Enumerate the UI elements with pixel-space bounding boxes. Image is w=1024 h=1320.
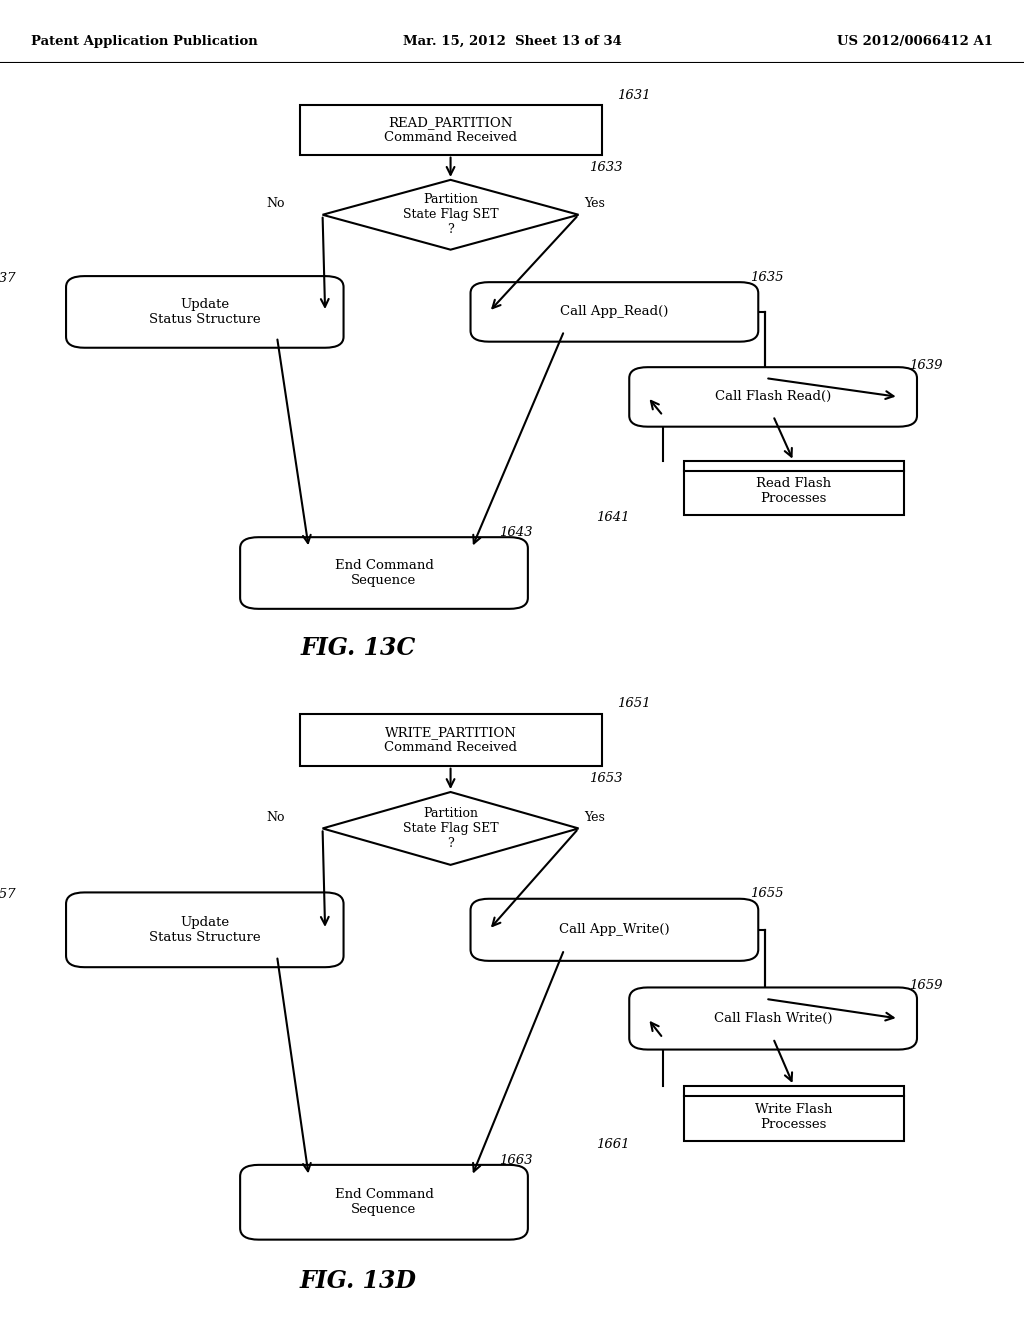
Text: Call App_Write(): Call App_Write() [559, 923, 670, 936]
Polygon shape [323, 792, 579, 865]
FancyBboxPatch shape [684, 461, 903, 515]
Text: Patent Application Publication: Patent Application Publication [31, 34, 257, 48]
Text: Partition
State Flag SET
?: Partition State Flag SET ? [402, 807, 499, 850]
FancyBboxPatch shape [67, 276, 343, 347]
Text: End Command
Sequence: End Command Sequence [335, 1188, 433, 1216]
Text: 1635: 1635 [750, 271, 783, 284]
FancyBboxPatch shape [629, 987, 918, 1049]
Text: 1657: 1657 [0, 888, 15, 902]
FancyBboxPatch shape [299, 714, 601, 766]
Text: Read Flash
Processes: Read Flash Processes [756, 478, 831, 506]
Text: Mar. 15, 2012  Sheet 13 of 34: Mar. 15, 2012 Sheet 13 of 34 [402, 34, 622, 48]
Text: Call Flash Write(): Call Flash Write() [714, 1012, 833, 1026]
Text: Update
Status Structure: Update Status Structure [148, 916, 261, 944]
Text: 1661: 1661 [596, 1138, 630, 1151]
Text: 1651: 1651 [616, 697, 650, 710]
Text: 1631: 1631 [616, 88, 650, 102]
Text: 1655: 1655 [750, 887, 783, 900]
Text: US 2012/0066412 A1: US 2012/0066412 A1 [838, 34, 993, 48]
Text: No: No [266, 198, 285, 210]
Text: READ_PARTITION
Command Received: READ_PARTITION Command Received [384, 116, 517, 144]
Text: Partition
State Flag SET
?: Partition State Flag SET ? [402, 193, 499, 236]
Text: 1653: 1653 [589, 772, 623, 785]
Text: 1641: 1641 [596, 511, 630, 524]
FancyBboxPatch shape [629, 367, 918, 426]
Text: Write Flash
Processes: Write Flash Processes [755, 1104, 833, 1131]
Text: No: No [266, 810, 285, 824]
FancyBboxPatch shape [240, 1164, 528, 1239]
FancyBboxPatch shape [684, 1085, 903, 1142]
Text: 1637: 1637 [0, 272, 15, 285]
FancyBboxPatch shape [67, 892, 343, 968]
Text: 1633: 1633 [589, 161, 623, 174]
Text: 1663: 1663 [500, 1154, 532, 1167]
Text: FIG. 13D: FIG. 13D [300, 1269, 417, 1292]
FancyBboxPatch shape [299, 104, 601, 154]
Text: Yes: Yes [584, 810, 604, 824]
Text: FIG. 13C: FIG. 13C [301, 636, 416, 660]
Polygon shape [323, 180, 579, 249]
Text: 1643: 1643 [500, 525, 532, 539]
FancyBboxPatch shape [470, 899, 758, 961]
Text: 1639: 1639 [909, 359, 942, 372]
Text: Yes: Yes [584, 198, 604, 210]
Text: End Command
Sequence: End Command Sequence [335, 558, 433, 587]
FancyBboxPatch shape [240, 537, 528, 609]
FancyBboxPatch shape [470, 282, 758, 342]
Text: WRITE_PARTITION
Command Received: WRITE_PARTITION Command Received [384, 726, 517, 754]
Text: 1659: 1659 [909, 979, 942, 993]
Text: Call Flash Read(): Call Flash Read() [715, 391, 831, 404]
Text: Update
Status Structure: Update Status Structure [148, 298, 261, 326]
Text: Call App_Read(): Call App_Read() [560, 305, 669, 318]
